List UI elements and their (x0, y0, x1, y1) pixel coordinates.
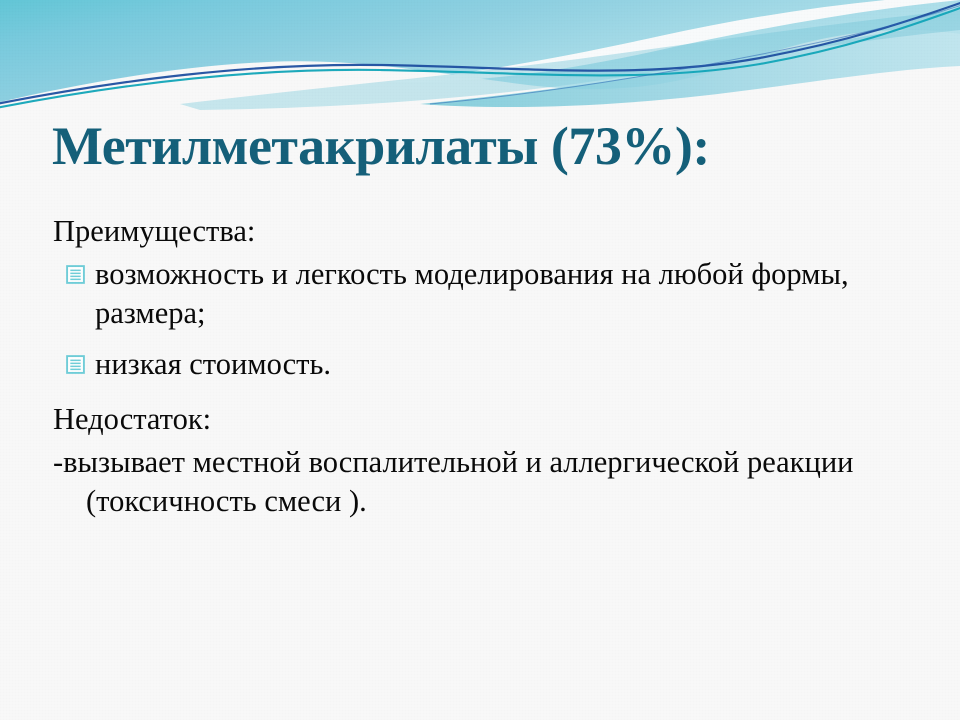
header-wave-decoration (0, 0, 960, 112)
advantages-heading: Преимущества: (53, 214, 256, 248)
disadvantage-text: -вызывает местной воспалительной и аллер… (53, 445, 854, 519)
slide-body: Преимущества: возможность и легкость мод… (52, 212, 932, 521)
section-spacer (52, 386, 932, 400)
list-item-label: возможность и легкость моделирования на … (95, 257, 849, 331)
list-item: низкая стоимость. (52, 345, 932, 384)
list-item: возможность и легкость моделирования на … (52, 255, 932, 333)
list-item-label: низкая стоимость. (95, 347, 331, 382)
list-spacer (52, 335, 932, 345)
disadvantage-heading: Недостаток: (53, 402, 212, 437)
lines-document-icon (66, 265, 85, 284)
slide-title: Метилметакрилаты (73%): (52, 116, 710, 176)
lines-document-icon (66, 355, 85, 374)
